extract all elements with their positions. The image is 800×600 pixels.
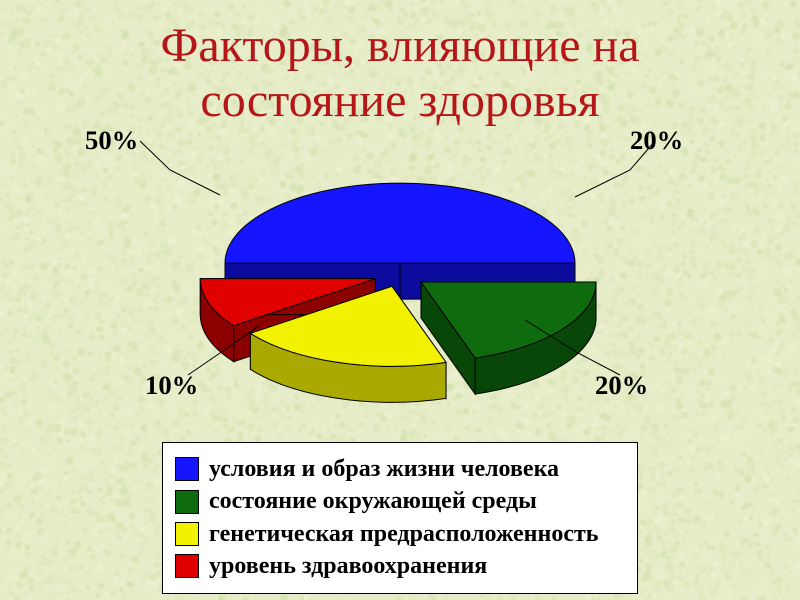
pct-label-environment: 20% [630, 125, 683, 156]
legend-swatch [175, 522, 199, 546]
legend-label: уровень здравоохранения [209, 550, 487, 582]
legend-item-3: уровень здравоохранения [175, 550, 625, 582]
legend: условия и образ жизни человекасостояние … [162, 442, 638, 594]
pct-label-genetics: 20% [595, 370, 648, 401]
slide-content: Факторы, влияющие насостояние здоровья 5… [0, 0, 800, 600]
legend-item-1: состояние окружающей среды [175, 485, 625, 517]
pct-label-healthcare: 10% [145, 370, 198, 401]
legend-label: состояние окружающей среды [209, 485, 537, 517]
legend-swatch [175, 554, 199, 578]
leader-lifestyle [140, 141, 220, 195]
legend-item-2: генетическая предрасположенность [175, 518, 625, 550]
legend-swatch [175, 457, 199, 481]
legend-item-0: условия и образ жизни человека [175, 453, 625, 485]
legend-label: условия и образ жизни человека [209, 453, 559, 485]
pct-label-lifestyle: 50% [85, 125, 138, 156]
pie-chart: 50%20%20%10% [100, 135, 700, 435]
pie-slice-lifestyle [225, 183, 575, 263]
page-title: Факторы, влияющие насостояние здоровья [0, 0, 800, 128]
legend-swatch [175, 490, 199, 514]
legend-label: генетическая предрасположенность [209, 518, 598, 550]
